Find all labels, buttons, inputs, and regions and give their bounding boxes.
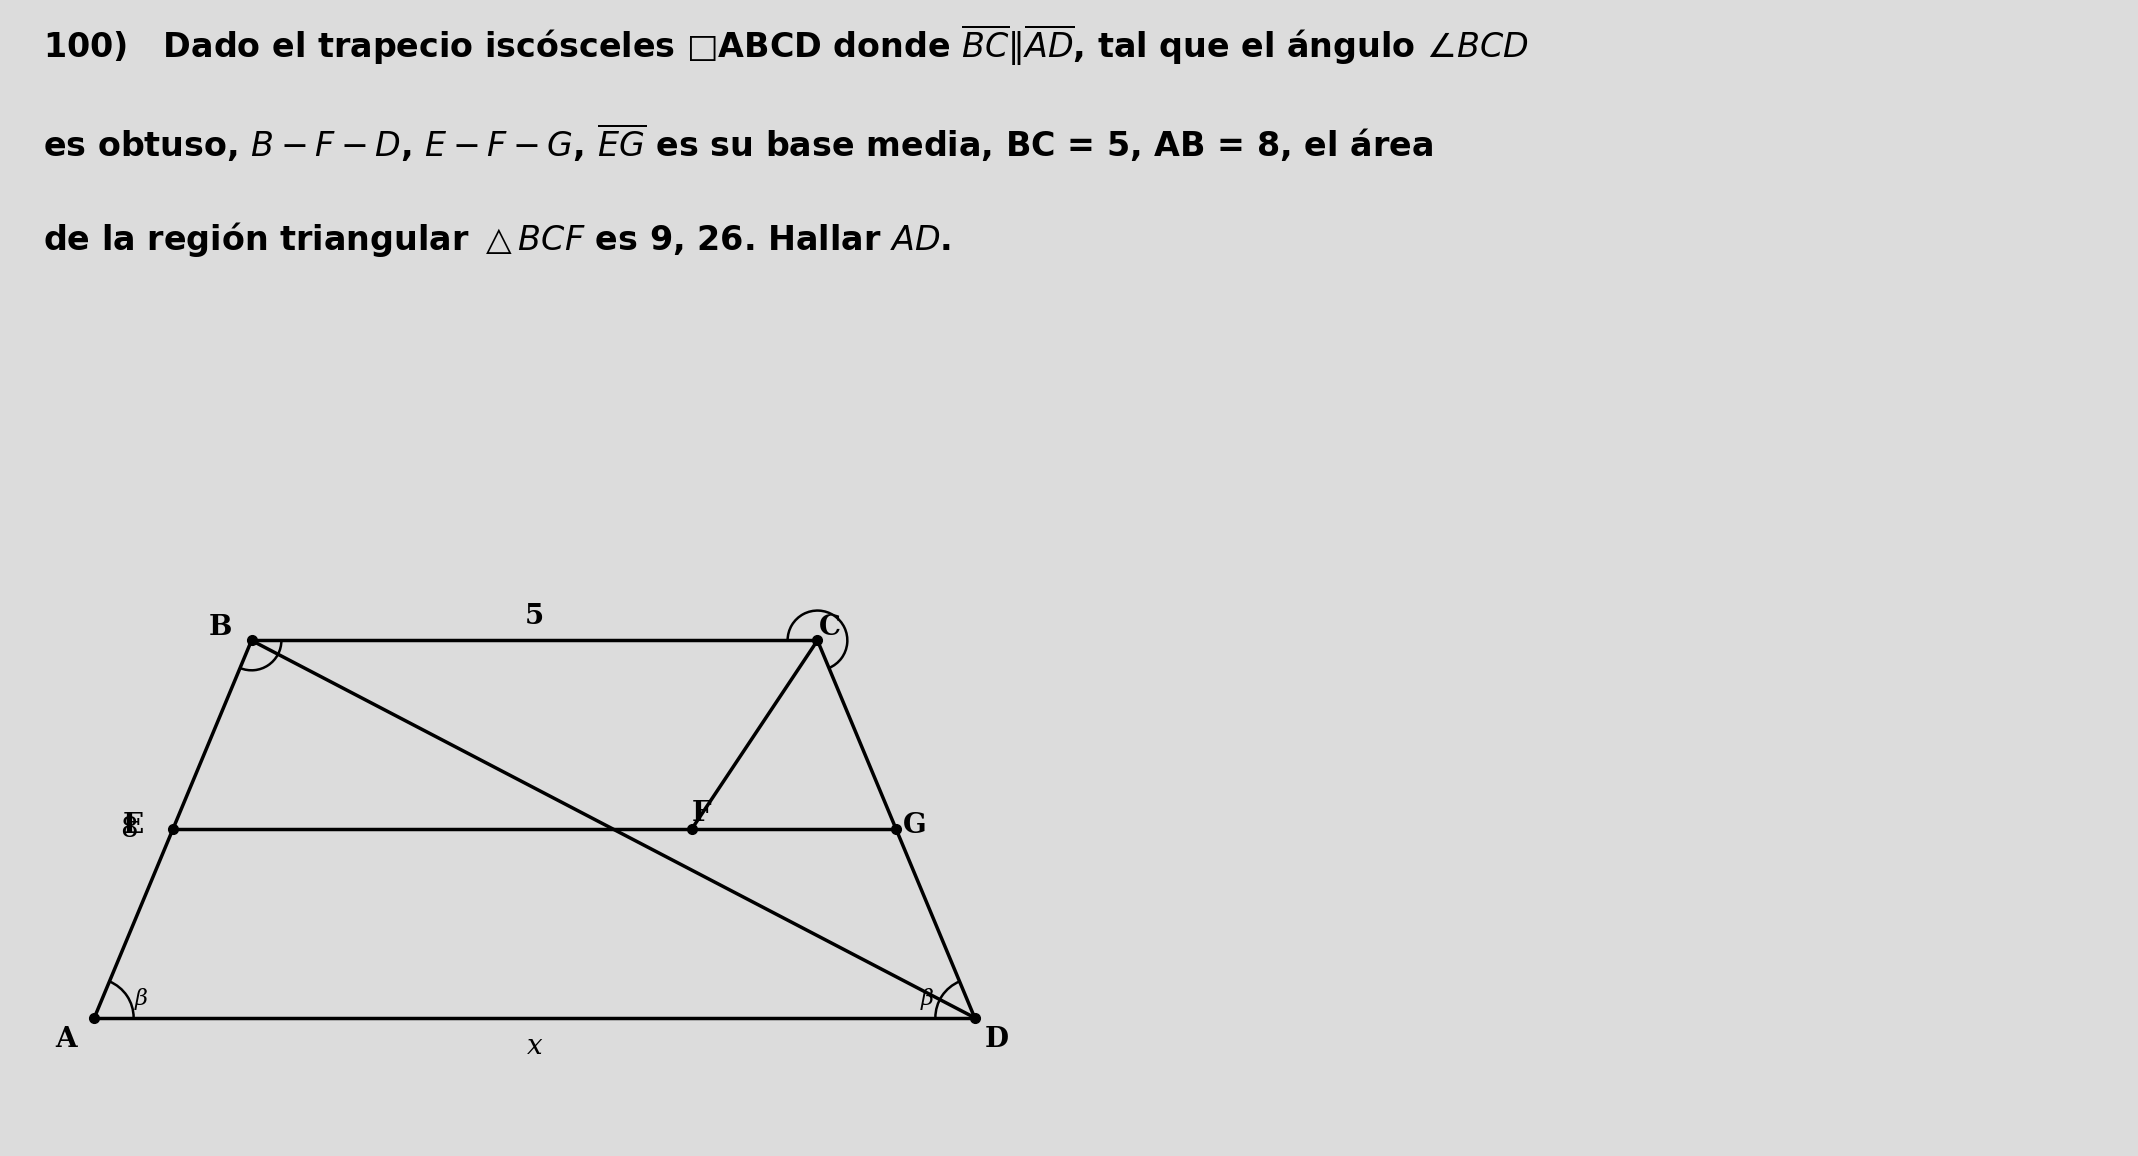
Text: D: D (986, 1027, 1009, 1053)
Text: x: x (526, 1032, 543, 1060)
Text: A: A (56, 1027, 77, 1053)
Text: E: E (124, 813, 143, 839)
Text: de la región triangular $\triangle BCF$ es 9, 26. Hallar $AD$.: de la región triangular $\triangle BCF$ … (43, 220, 951, 259)
Text: G: G (902, 813, 926, 839)
Text: β: β (921, 988, 934, 1010)
Text: C: C (819, 614, 840, 642)
Text: 8: 8 (120, 816, 137, 843)
Text: F: F (691, 800, 712, 827)
Text: 100)   Dado el trapecio iscósceles □ABCD donde $\overline{BC} \| \overline{AD}$,: 100) Dado el trapecio iscósceles □ABCD d… (43, 23, 1529, 68)
Text: es obtuso, $B - F - D$, $E - F - G$, $\overline{EG}$ es su base media, BC = 5, A: es obtuso, $B - F - D$, $E - F - G$, $\o… (43, 121, 1432, 164)
Text: B: B (207, 614, 231, 642)
Text: β: β (135, 988, 148, 1010)
Text: 5: 5 (524, 603, 545, 630)
